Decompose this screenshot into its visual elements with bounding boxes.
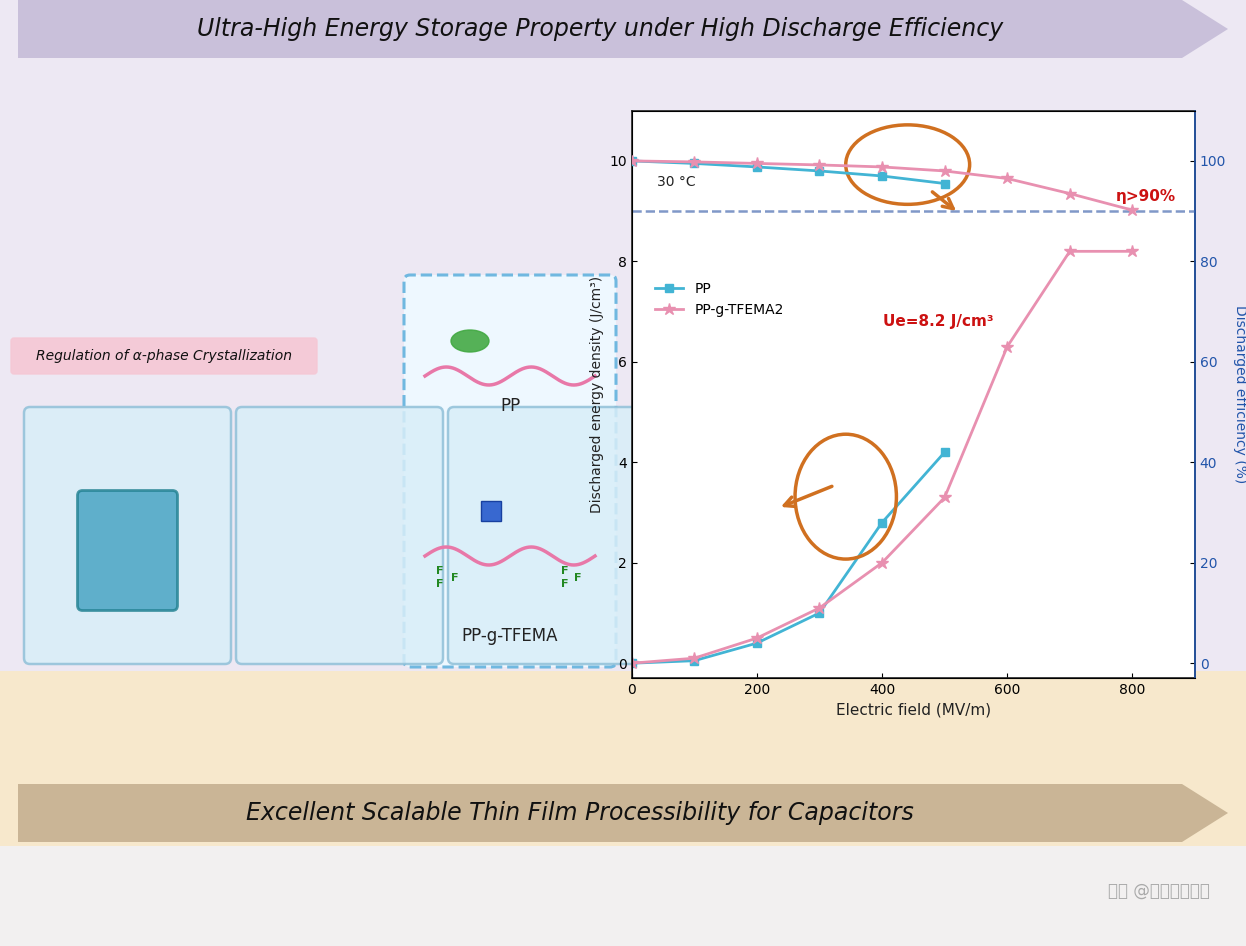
Text: PP-g-TFEMA: PP-g-TFEMA <box>462 627 558 645</box>
Text: F: F <box>574 573 582 583</box>
FancyBboxPatch shape <box>24 407 231 664</box>
Polygon shape <box>17 0 1229 58</box>
Bar <box>720 513 810 563</box>
FancyBboxPatch shape <box>11 338 316 374</box>
Text: 140 °C: 140 °C <box>739 516 791 531</box>
Text: Excellent Scalable Thin Film Processibility for Capacitors: Excellent Scalable Thin Film Processibil… <box>247 801 913 825</box>
FancyBboxPatch shape <box>404 275 616 667</box>
FancyBboxPatch shape <box>481 501 501 521</box>
Text: F: F <box>436 579 444 589</box>
FancyBboxPatch shape <box>449 407 655 664</box>
Text: F: F <box>451 573 459 583</box>
Text: 30 °C: 30 °C <box>657 175 695 189</box>
Text: 头条 @西安交通大学: 头条 @西安交通大学 <box>1108 882 1210 900</box>
Text: F: F <box>561 566 568 576</box>
Polygon shape <box>17 784 1229 842</box>
Text: Ultra-High Energy Storage Property under High Discharge Efficiency: Ultra-High Energy Storage Property under… <box>197 17 1003 41</box>
X-axis label: Electric field (MV/m): Electric field (MV/m) <box>836 703 991 718</box>
Legend: PP, PP-g-TFEMA2: PP, PP-g-TFEMA2 <box>650 276 789 323</box>
Text: Regulation of α-phase Crystallization: Regulation of α-phase Crystallization <box>36 349 292 363</box>
Polygon shape <box>0 846 1246 946</box>
Y-axis label: Discharged energy density (J/cm³): Discharged energy density (J/cm³) <box>589 276 603 513</box>
Text: PP: PP <box>500 397 520 415</box>
FancyBboxPatch shape <box>77 490 177 610</box>
Polygon shape <box>0 0 1246 391</box>
FancyBboxPatch shape <box>876 407 1083 664</box>
Polygon shape <box>0 391 1246 671</box>
Text: η>90%: η>90% <box>1116 188 1176 203</box>
Y-axis label: Discharged efficiency (%): Discharged efficiency (%) <box>1234 306 1246 483</box>
Text: F: F <box>436 566 444 576</box>
FancyBboxPatch shape <box>662 407 868 664</box>
Text: F: F <box>561 579 568 589</box>
Bar <box>725 591 805 603</box>
Text: Ue=8.2 J/cm³: Ue=8.2 J/cm³ <box>883 314 993 329</box>
Polygon shape <box>0 671 1246 846</box>
Text: Self-healing: Self-healing <box>937 436 1022 449</box>
FancyBboxPatch shape <box>235 407 444 664</box>
Ellipse shape <box>451 330 488 352</box>
